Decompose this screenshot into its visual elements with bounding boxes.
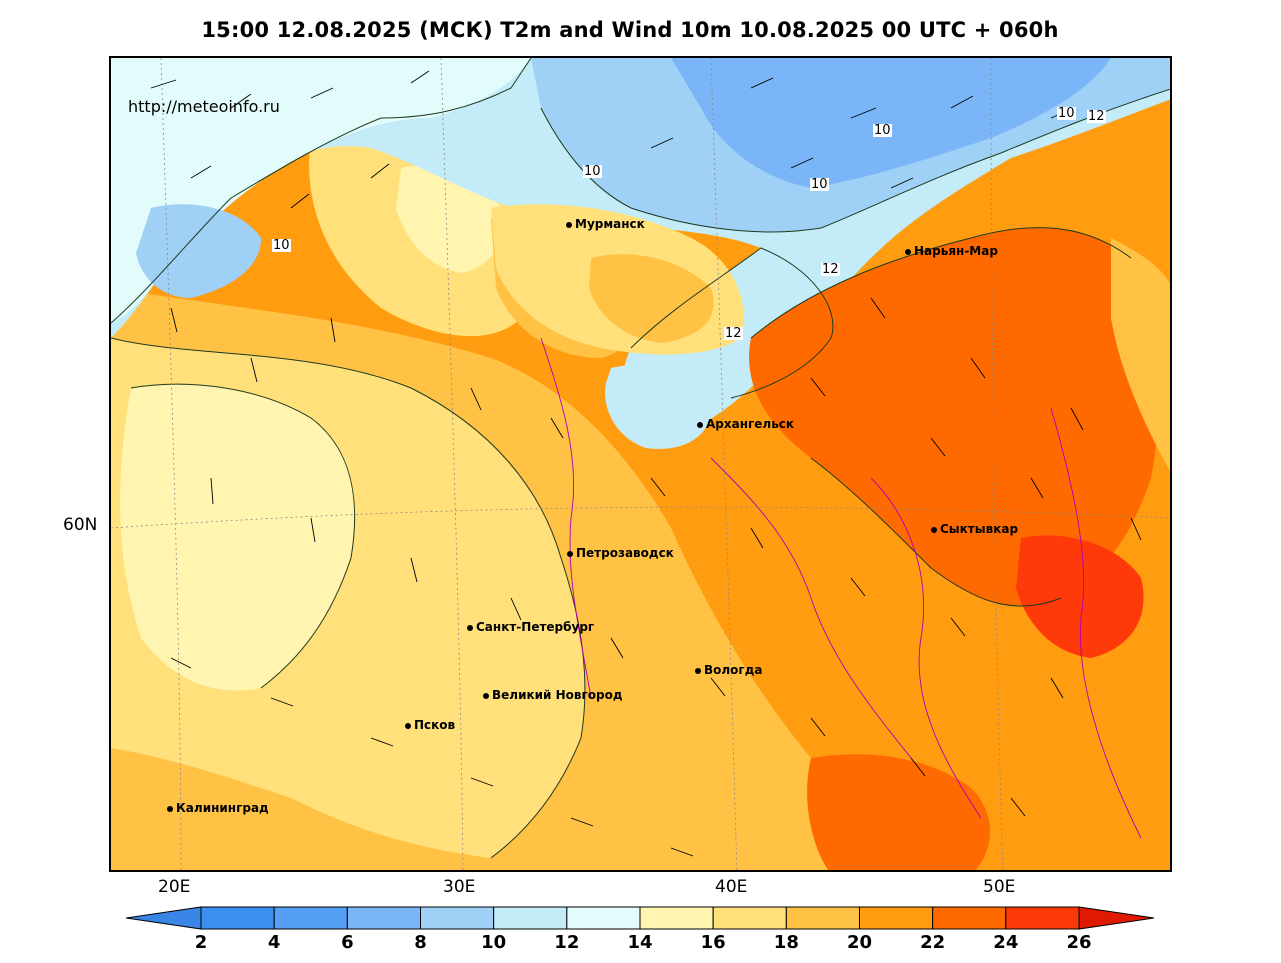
graticule: [111, 58, 1170, 870]
lon-label-40e: 40E: [715, 877, 748, 897]
map-area[interactable]: [109, 56, 1172, 872]
city-marker-icon: [405, 722, 411, 729]
city-marker-icon: [931, 526, 937, 533]
city-marker-icon: [467, 624, 473, 631]
city-vologda[interactable]: Вологда: [695, 663, 762, 677]
colorbar-tick-label: 24: [993, 932, 1019, 953]
colorbar-tick-label: 18: [773, 932, 799, 953]
colorbar-tick-label: 2: [194, 932, 208, 953]
temp-zone-24b: [807, 754, 990, 870]
colorbar-swatch: [420, 906, 495, 930]
city-murmansk[interactable]: Мурманск: [566, 217, 645, 231]
colorbar-arrow-right: [1078, 906, 1154, 930]
temperature-field: [111, 58, 1170, 870]
temp-zone-8: [671, 58, 1111, 188]
city-marker-icon: [695, 667, 701, 674]
colorbar-tick-label: 12: [554, 932, 580, 953]
colorbar-swatch: [859, 906, 934, 930]
colorbar-tick-label: 20: [846, 932, 873, 953]
colorbar: [126, 906, 1154, 930]
city-saint-petersburg[interactable]: Санкт-Петербург: [467, 620, 594, 634]
city-marker-icon: [905, 248, 911, 255]
colorbar-tick-label: 16: [700, 932, 726, 953]
contour-label: 10: [583, 164, 602, 179]
contour-label: 12: [1087, 109, 1106, 124]
admin-borders: [540, 337, 1142, 839]
colorbar-tick-label: 22: [920, 932, 946, 953]
city-marker-icon: [567, 550, 573, 557]
colorbar-swatch: [200, 906, 275, 930]
colorbar-tick-label: 10: [481, 932, 507, 953]
lon-label-50e: 50E: [983, 877, 1016, 897]
city-marker-icon: [566, 221, 572, 228]
kola-warm-core: [589, 254, 714, 343]
watermark-url: http://meteoinfo.ru: [128, 97, 280, 116]
colorbar-swatch: [932, 906, 1007, 930]
city-kaliningrad[interactable]: Калининград: [167, 801, 269, 815]
city-pskov[interactable]: Псков: [405, 718, 455, 732]
contour-label: 12: [724, 326, 743, 341]
wind-barbs: [150, 70, 1142, 857]
colorbar-arrow-left: [126, 906, 202, 930]
colorbar-tick-label: 8: [414, 932, 427, 953]
temp-zone-14: [111, 58, 531, 323]
isotherm-lines: [111, 58, 1170, 859]
east-edge-cool: [1111, 238, 1170, 471]
temp-zone-10b: [136, 204, 261, 298]
contour-label: 10: [873, 123, 892, 138]
city-arkhangelsk[interactable]: Архангельск: [697, 417, 794, 431]
colorbar-tick-label: 14: [627, 932, 653, 953]
colorbar-swatch: [346, 906, 421, 930]
lat-label-60n: 60N: [63, 515, 98, 535]
colorbar-swatch: [1005, 906, 1080, 930]
city-naryan-mar[interactable]: Нарьян-Мар: [905, 244, 998, 258]
contour-label: 12: [821, 262, 840, 277]
colorbar-swatch: [273, 906, 348, 930]
city-syktyvkar[interactable]: Сыктывкар: [931, 522, 1018, 536]
white-sea: [605, 365, 711, 449]
contour-label: 10: [810, 177, 829, 192]
city-marker-icon: [697, 421, 703, 428]
colorbar-tick-label: 6: [341, 932, 354, 953]
city-marker-icon: [167, 805, 173, 812]
colorbar-swatch: [493, 906, 568, 930]
colorbar-swatch: [566, 906, 641, 930]
city-veliky-novgorod[interactable]: Великий Новгород: [483, 688, 623, 702]
lon-label-30e: 30E: [443, 877, 476, 897]
colorbar-swatch: [712, 906, 787, 930]
contour-label: 10: [1057, 106, 1076, 121]
city-petrozavodsk[interactable]: Петрозаводск: [567, 546, 674, 560]
contour-label: 10: [272, 238, 291, 253]
map-title: 15:00 12.08.2025 (МСК) T2m and Wind 10m …: [201, 18, 1059, 42]
colorbar-tick-label: 4: [267, 932, 281, 953]
colorbar-swatch: [785, 906, 860, 930]
temp-zone-24: [749, 227, 1160, 607]
colorbar-tick-label: 26: [1066, 932, 1092, 953]
temp-zone-26: [1016, 535, 1144, 658]
city-marker-icon: [483, 692, 489, 699]
temp-zone-16a: [120, 384, 355, 691]
colorbar-swatch: [639, 906, 714, 930]
lon-label-20e: 20E: [158, 877, 191, 897]
